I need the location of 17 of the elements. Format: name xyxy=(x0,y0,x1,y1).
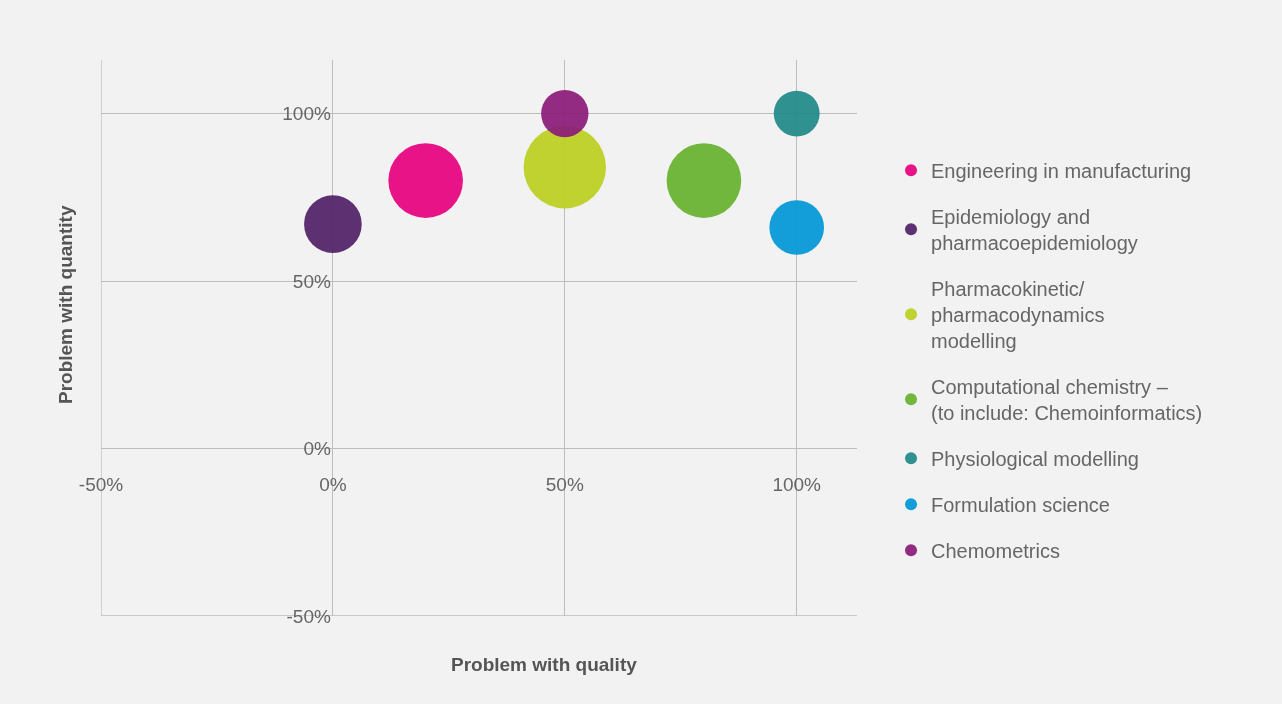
y-tick-label: 50% xyxy=(292,270,331,292)
legend-label: Epidemiology and pharmacoepidemiology xyxy=(931,206,1138,255)
legend-label: Computational chemistry – (to include: Chemoinformatics) xyxy=(931,376,1203,425)
legend-label: Pharmacokinetic/ pharmacodynamics modelling xyxy=(931,278,1105,353)
x-tick-label: 100% xyxy=(772,473,822,495)
y-tick-label: -50% xyxy=(286,605,331,627)
y-axis-title: Problem with quantity xyxy=(55,205,76,404)
legend-label: Formulation science xyxy=(931,494,1110,517)
x-tick-label: 50% xyxy=(545,473,584,495)
legend-label: Engineering in manufacturing xyxy=(931,160,1192,183)
legend-label: Physiological modelling xyxy=(931,448,1139,471)
x-axis-title: Problem with quality xyxy=(451,654,638,675)
y-tick-label: 0% xyxy=(303,438,331,460)
x-tick-label: -50% xyxy=(78,473,124,495)
legend-label: Chemometrics xyxy=(931,540,1060,563)
y-tick-label: 100% xyxy=(282,103,331,125)
x-tick-label: 0% xyxy=(319,473,347,495)
